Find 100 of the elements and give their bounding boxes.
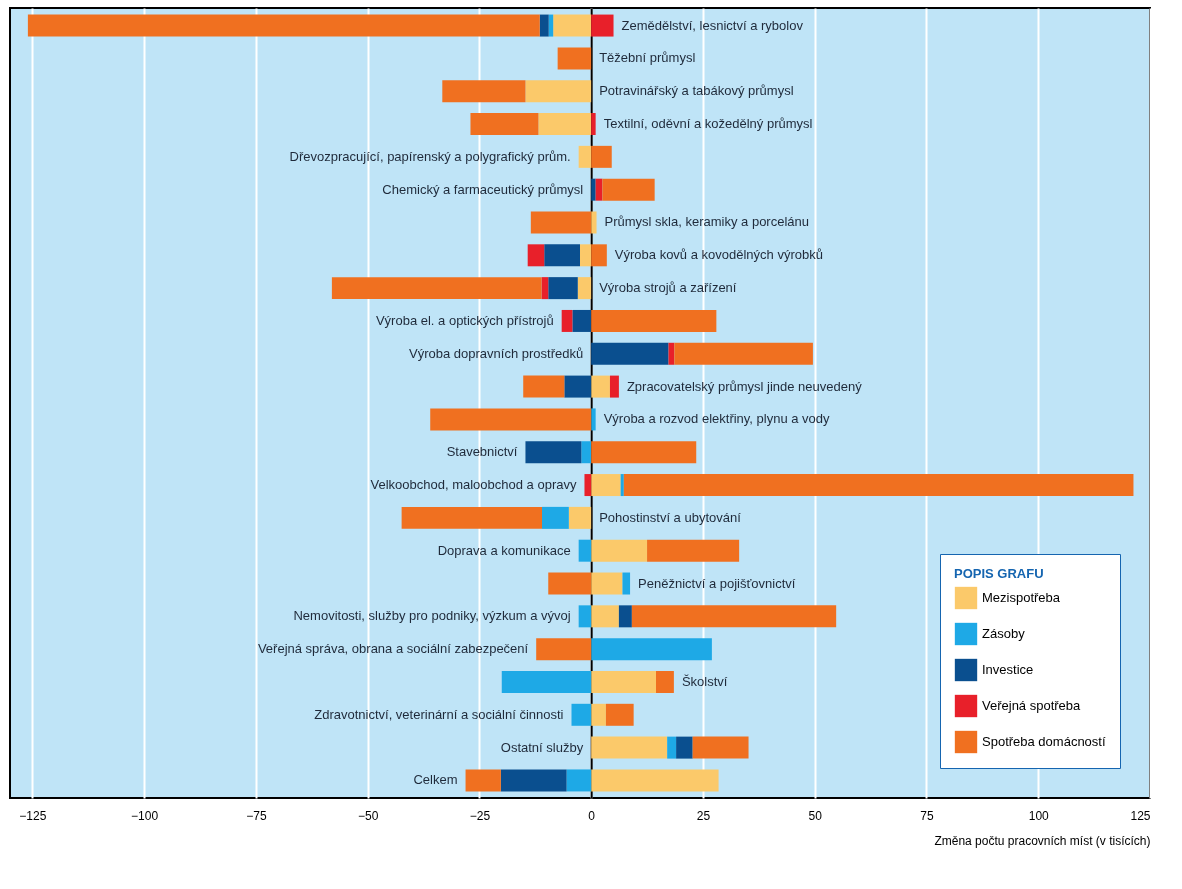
bar bbox=[578, 145, 592, 168]
bar bbox=[591, 670, 656, 693]
bar bbox=[442, 80, 526, 103]
bar bbox=[561, 309, 573, 332]
bar bbox=[631, 605, 837, 628]
y-tick-label: Dřevozpracující, papírenský a polygrafický prům. bbox=[289, 148, 571, 164]
bar bbox=[676, 736, 693, 759]
bar bbox=[572, 309, 592, 332]
bar bbox=[591, 638, 712, 661]
bar bbox=[530, 211, 592, 234]
y-tick-label: Stavebnictví bbox=[446, 444, 518, 460]
bar bbox=[331, 277, 542, 300]
x-tick-label: 100 bbox=[1028, 808, 1050, 823]
x-tick-label: −75 bbox=[246, 808, 267, 823]
y-tick-label: Celkem bbox=[413, 772, 458, 788]
x-tick-label: 125 bbox=[1130, 808, 1151, 823]
x-axis-title: Změna počtu pracovních míst (v tisících) bbox=[934, 833, 1151, 848]
bar bbox=[623, 474, 1134, 497]
legend-label: Mezispotřeba bbox=[982, 590, 1061, 605]
bar bbox=[581, 441, 592, 464]
x-tick-label: −125 bbox=[19, 808, 47, 823]
y-tick-label: Výroba kovů a kovodělných výrobků bbox=[614, 247, 823, 263]
y-tick-label: Výroba strojů a zařízení bbox=[599, 280, 737, 296]
bar bbox=[548, 572, 592, 595]
bar bbox=[647, 539, 740, 562]
bar bbox=[620, 474, 624, 497]
y-tick-label: Průmysl skla, keramiky a porcelánu bbox=[604, 214, 810, 230]
bar bbox=[538, 113, 592, 136]
x-tick-label: −25 bbox=[469, 808, 491, 823]
bar bbox=[500, 769, 567, 792]
bar bbox=[525, 441, 582, 464]
bar bbox=[465, 769, 501, 792]
bar bbox=[622, 572, 631, 595]
bar bbox=[591, 211, 597, 234]
y-tick-label: Textilní, oděvní a kožedělný průmysl bbox=[603, 116, 813, 132]
bar bbox=[525, 80, 592, 103]
y-tick-label: Výroba a rozvod elektřiny, plynu a vody bbox=[603, 411, 831, 427]
bar bbox=[591, 145, 612, 168]
bar bbox=[541, 277, 549, 300]
bar bbox=[401, 506, 542, 529]
bar bbox=[591, 342, 669, 365]
y-tick-label: Velkoobchod, maloobchod a opravy bbox=[370, 477, 577, 493]
bar bbox=[605, 703, 634, 726]
bar bbox=[564, 375, 592, 398]
x-tick-label: 0 bbox=[588, 808, 596, 823]
bar bbox=[568, 506, 592, 529]
y-tick-label: Doprava a komunikace bbox=[437, 542, 571, 558]
bar bbox=[591, 408, 596, 431]
bar bbox=[692, 736, 749, 759]
x-tick-label: 25 bbox=[696, 808, 711, 823]
bar bbox=[591, 474, 621, 497]
bar bbox=[430, 408, 592, 431]
bar bbox=[571, 703, 592, 726]
bar bbox=[544, 244, 580, 267]
bar bbox=[527, 244, 545, 267]
bar bbox=[591, 441, 697, 464]
legend-label: Investice bbox=[982, 662, 1034, 677]
bar bbox=[548, 277, 578, 300]
bar bbox=[557, 47, 592, 70]
y-tick-label: Školství bbox=[681, 673, 728, 689]
legend-label: Veřejná spotřeba bbox=[982, 698, 1082, 713]
bar bbox=[591, 375, 610, 398]
bar bbox=[578, 539, 592, 562]
bar bbox=[609, 375, 619, 398]
bar bbox=[536, 638, 592, 661]
bar bbox=[566, 769, 592, 792]
bar bbox=[553, 14, 592, 37]
bar bbox=[591, 572, 623, 595]
bar bbox=[577, 277, 592, 300]
legend-label: Zásoby bbox=[982, 626, 1026, 641]
x-tick-label: 75 bbox=[920, 808, 934, 823]
bar bbox=[470, 113, 539, 136]
bar bbox=[542, 506, 569, 529]
y-tick-label: Zemědělství, lesnictví a rybolov bbox=[621, 17, 804, 33]
bar bbox=[674, 342, 813, 365]
y-tick-label: Potravinářský a tabákový průmysl bbox=[599, 83, 794, 99]
bar bbox=[602, 178, 655, 201]
x-tick-label: −50 bbox=[357, 808, 379, 823]
bar bbox=[591, 244, 607, 267]
bar bbox=[578, 605, 592, 628]
bar bbox=[618, 605, 632, 628]
y-tick-label: Chemický a farmaceutický průmysl bbox=[382, 181, 584, 197]
y-tick-label: Zpracovatelský průmysl jinde neuvedený bbox=[626, 378, 863, 394]
bar bbox=[591, 178, 596, 201]
y-tick-label: Výroba el. a optických přístrojů bbox=[375, 312, 554, 328]
bar bbox=[501, 670, 592, 693]
bar bbox=[667, 736, 677, 759]
y-tick-label: Těžební průmysl bbox=[599, 50, 696, 66]
bar bbox=[591, 605, 619, 628]
y-tick-label: Zdravotnictví, veterinární a sociální činnosti bbox=[314, 706, 564, 722]
y-tick-label: Ostatní služby bbox=[500, 739, 584, 755]
y-tick-label: Výroba dopravních prostředků bbox=[409, 345, 584, 361]
y-tick-label: Veřejná správa, obrana a sociální zabezpečení bbox=[257, 641, 529, 657]
bar bbox=[591, 736, 668, 759]
bar bbox=[523, 375, 565, 398]
bar bbox=[27, 14, 540, 37]
bar bbox=[584, 474, 592, 497]
bar bbox=[548, 14, 554, 37]
y-tick-label: Nemovitosti, služby pro podniky, výzkum a vývoj bbox=[293, 608, 571, 624]
y-tick-label: Peněžnictví a pojišťovnictví bbox=[638, 575, 796, 591]
